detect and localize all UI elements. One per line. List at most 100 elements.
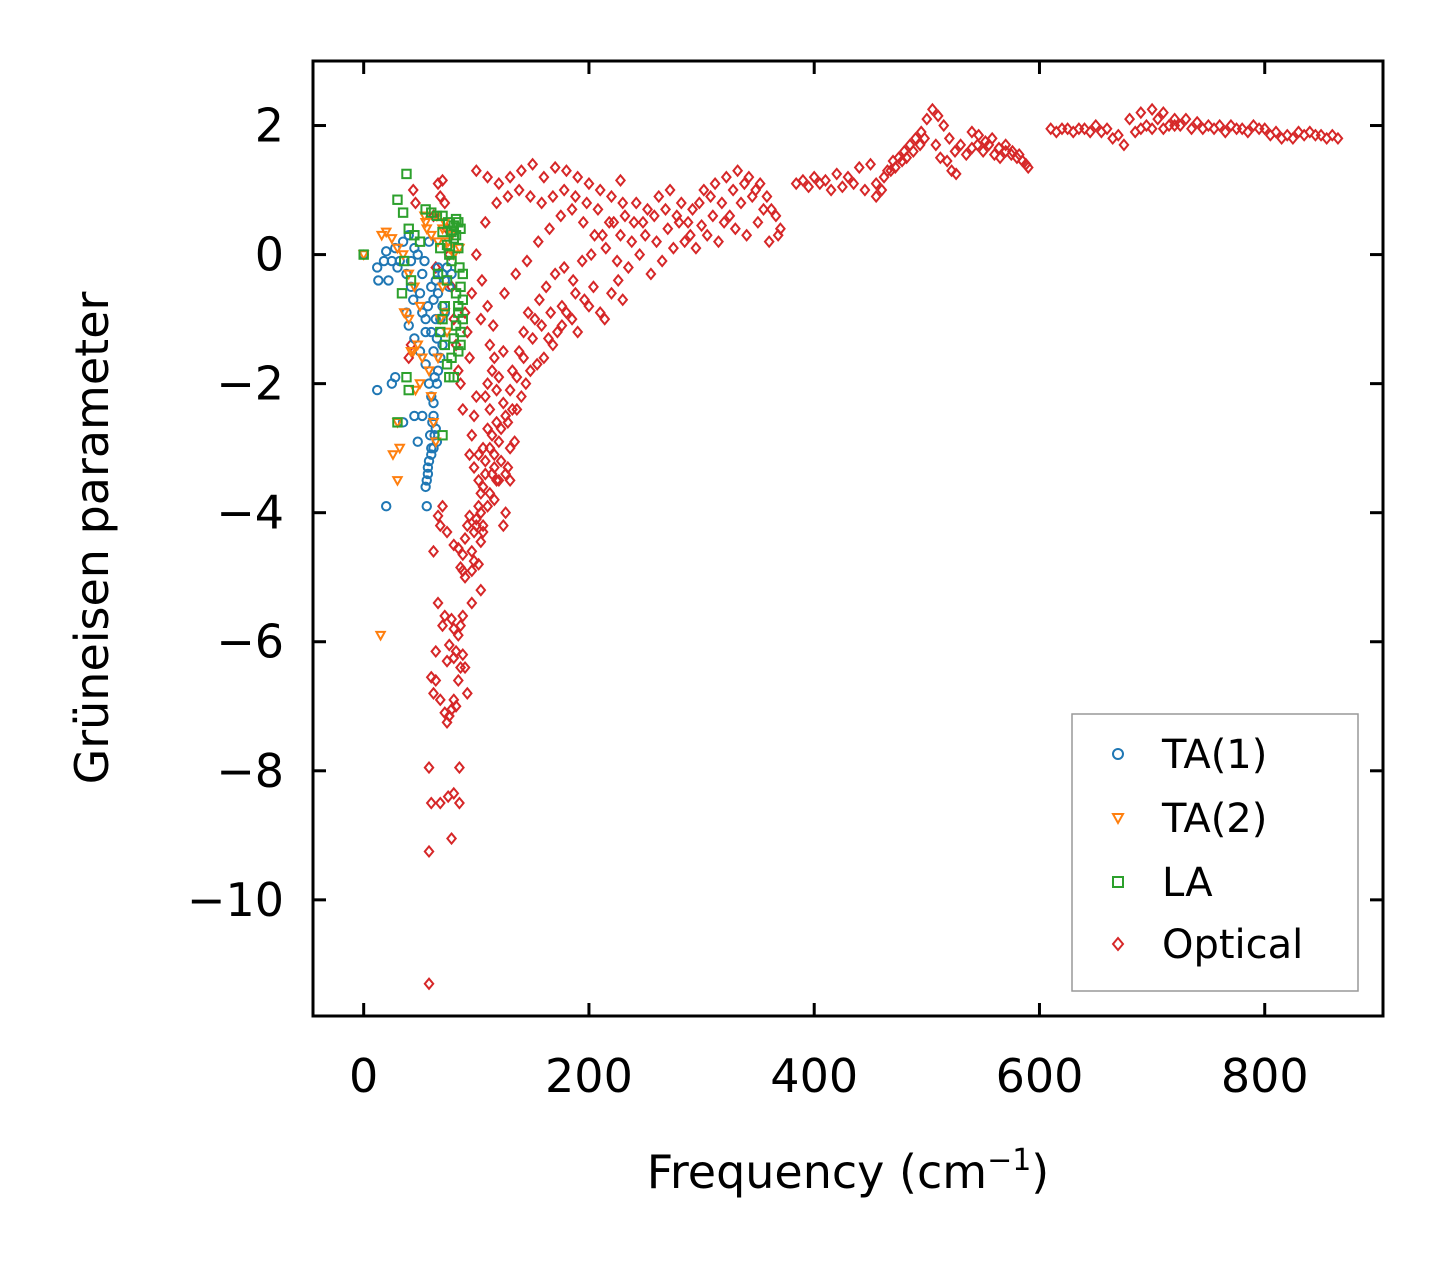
data-point-la	[392, 194, 403, 205]
data-point-optical	[506, 364, 518, 378]
data-point-optical	[473, 557, 485, 571]
data-point-optical	[836, 180, 848, 194]
data-point-optical	[637, 215, 649, 229]
data-point-optical	[596, 228, 608, 242]
data-point-optical	[491, 196, 503, 210]
data-point-optical	[712, 235, 724, 249]
data-point-optical	[1090, 118, 1102, 133]
data-point-optical	[585, 247, 597, 262]
data-point-optical	[457, 609, 469, 623]
data-point-optical	[497, 344, 509, 358]
data-point-ta-2	[402, 314, 415, 326]
x-tick-label: 800	[1221, 1049, 1309, 1103]
data-point-optical	[994, 151, 1006, 165]
data-point-optical	[466, 544, 478, 559]
data-point-optical	[865, 157, 877, 171]
data-point-optical	[470, 247, 482, 262]
data-point-optical	[1253, 122, 1265, 136]
data-point-optical	[645, 267, 657, 281]
data-point-la	[441, 359, 453, 370]
data-point-optical	[439, 196, 451, 210]
data-point-optical	[738, 176, 750, 191]
data-point-la	[457, 294, 469, 305]
data-point-optical	[497, 518, 509, 533]
x-tick-label: 0	[349, 1049, 378, 1103]
data-point-optical	[1247, 118, 1259, 133]
legend: TA(1) TA(2) LA Optical	[1071, 713, 1359, 992]
data-point-ta-1	[432, 288, 444, 299]
data-point-optical	[504, 383, 516, 397]
x-tick-label: 200	[545, 1049, 633, 1103]
data-point-ta-1	[412, 436, 423, 447]
data-point-optical	[718, 215, 730, 229]
data-point-optical	[518, 325, 530, 339]
data-point-optical	[848, 176, 860, 191]
data-point-optical	[466, 286, 478, 300]
data-point-la	[437, 210, 448, 222]
data-point-optical	[914, 138, 926, 152]
data-point-optical	[735, 196, 747, 210]
data-point-ta-1	[422, 462, 434, 473]
data-point-optical	[667, 241, 679, 255]
legend-item-ta-2: TA(2)	[1111, 796, 1267, 842]
data-point-optical	[479, 215, 491, 229]
data-point-ta-2	[414, 301, 426, 313]
data-point-optical	[502, 415, 514, 429]
data-point-optical	[612, 273, 624, 287]
data-point-optical	[707, 209, 719, 223]
points-layer	[357, 102, 1344, 991]
data-point-optical	[482, 377, 494, 391]
data-point-optical	[504, 473, 516, 488]
data-point-optical	[1191, 115, 1203, 129]
data-point-optical	[761, 189, 773, 204]
data-point-la	[403, 223, 414, 234]
data-point-optical	[611, 254, 623, 268]
data-point-optical	[950, 167, 962, 181]
data-point-optical	[1152, 112, 1164, 126]
data-point-optical	[430, 260, 442, 275]
data-point-la	[431, 210, 443, 222]
data-point-optical	[504, 170, 516, 184]
data-point-ta-1	[421, 475, 432, 486]
data-point-optical	[556, 318, 568, 333]
data-point-optical	[754, 176, 766, 191]
data-point-optical	[1332, 131, 1344, 146]
data-point-optical	[572, 170, 584, 184]
data-point-optical	[732, 164, 744, 178]
data-point-optical	[495, 422, 507, 436]
data-point-optical	[724, 209, 736, 223]
data-point-optical	[434, 693, 446, 707]
data-point-optical	[510, 267, 522, 281]
data-point-optical	[484, 486, 496, 500]
data-point-ta-1	[423, 455, 435, 467]
data-point-la	[439, 339, 450, 351]
legend-marker-ta-1	[1112, 748, 1124, 760]
data-point-optical	[589, 228, 601, 242]
data-point-ta-2	[436, 224, 449, 236]
plot-frame	[311, 59, 1385, 1018]
data-point-optical	[536, 318, 548, 333]
data-point-optical	[470, 389, 482, 404]
data-point-optical	[488, 493, 500, 507]
data-point-optical	[521, 254, 533, 268]
data-point-optical	[486, 364, 498, 378]
data-point-optical	[488, 351, 500, 365]
data-point-optical	[513, 183, 525, 197]
data-point-optical	[701, 228, 713, 242]
data-point-optical	[808, 170, 820, 184]
y-tick-label: −10	[187, 873, 284, 927]
data-point-optical	[475, 312, 487, 326]
data-point-optical	[1197, 122, 1209, 136]
data-point-optical	[484, 338, 496, 352]
x-tick-label: 400	[770, 1049, 858, 1103]
data-point-optical	[1208, 122, 1220, 136]
data-point-ta-2	[405, 347, 417, 358]
data-point-optical	[626, 235, 638, 249]
data-point-optical	[1107, 131, 1119, 146]
data-point-optical	[448, 622, 460, 636]
data-point-optical	[509, 435, 521, 449]
data-point-optical	[687, 202, 699, 217]
data-point-optical	[540, 280, 552, 294]
data-point-la	[446, 226, 457, 238]
